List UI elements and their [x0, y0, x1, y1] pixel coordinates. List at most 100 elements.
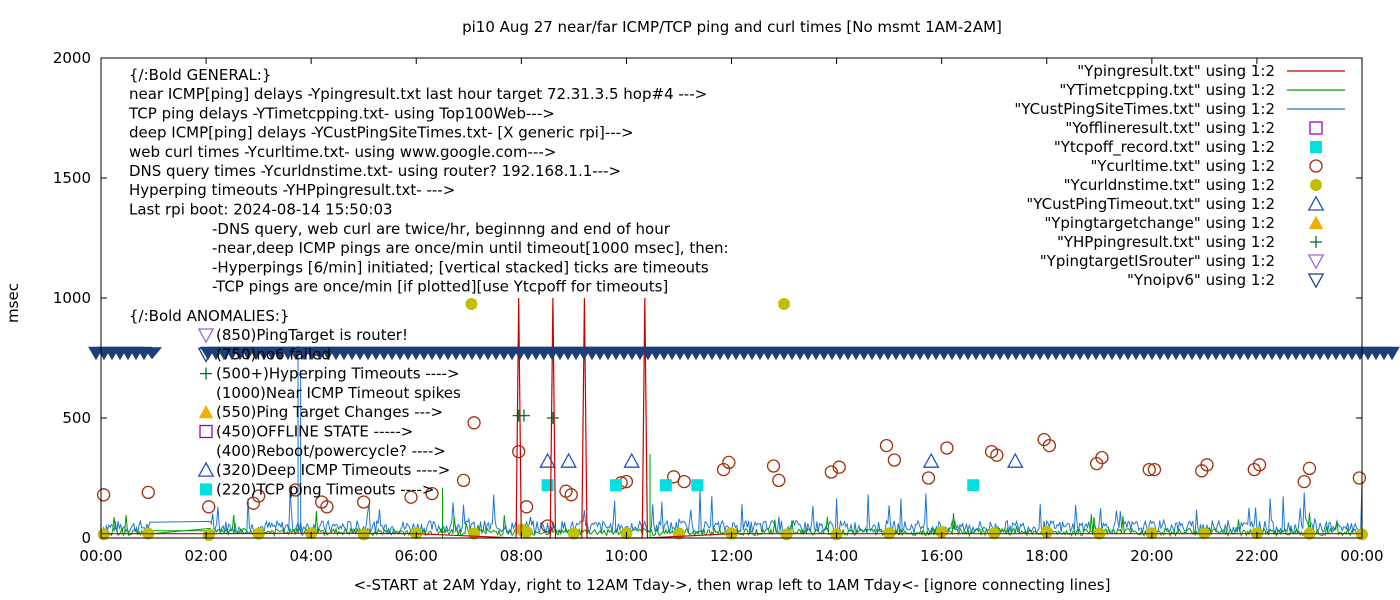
legend-label: "YTimetcpping.txt" using 1:2 — [1059, 81, 1275, 99]
general-note: near ICMP[ping] delays -Ypingresult.txt … — [129, 85, 707, 103]
data-point-ycurltime — [921, 471, 936, 485]
anomaly-marker — [199, 424, 213, 439]
data-point-ycustpingtimeout — [560, 452, 577, 468]
usage-note: -DNS query, web curl are twice/hr, begin… — [212, 220, 671, 238]
general-note: deep ICMP[ping] delays -YCustPingSiteTim… — [129, 124, 634, 142]
x-tick-label: 18:00 — [1025, 547, 1068, 565]
data-point-ycurltime — [1147, 462, 1162, 477]
y-axis-label: msec — [4, 283, 22, 323]
x-tick-label: 12:00 — [710, 547, 753, 565]
data-point-ycurltime — [824, 465, 838, 479]
general-note: Last rpi boot: 2024-08-14 15:50:03 — [129, 200, 393, 218]
legend-label: "Ytcpoff_record.txt" using 1:2 — [1054, 138, 1275, 157]
general-note: Hyperping timeouts -YHPpingresult.txt- -… — [129, 181, 455, 199]
data-point-ycurltime — [467, 416, 481, 430]
legend-label: "Yofflineresult.txt" using 1:2 — [1065, 119, 1275, 137]
usage-note: -Hyperpings [6/min] initiated; [vertical… — [212, 258, 709, 276]
anomaly-note: (550)Ping Target Changes ---> — [216, 403, 443, 421]
data-point-ycurltime — [1095, 450, 1109, 465]
anomaly-note: (500+)Hyperping Timeouts ----> — [216, 365, 460, 383]
data-point-ycurltime — [456, 473, 471, 488]
x-tick-label: 20:00 — [1130, 547, 1173, 565]
data-point-ycurltime — [425, 486, 439, 501]
general-note: DNS query times -Ycurldnstime.txt- using… — [129, 162, 621, 180]
legend-swatch — [1310, 179, 1322, 191]
data-point-ycurltime — [1247, 462, 1261, 477]
data-point-ycurltime — [940, 441, 954, 455]
y-tick-label: 500 — [62, 409, 91, 427]
y-tick-label: 1000 — [53, 289, 91, 307]
data-point-ycurltime — [1200, 458, 1214, 472]
anomaly-marker — [198, 405, 214, 419]
data-point-ycurltime — [540, 519, 555, 533]
data-point-ycurltime — [677, 474, 691, 489]
legend-swatch — [1308, 215, 1324, 229]
data-point-ycurldnstime — [465, 298, 478, 310]
anomaly-marker — [200, 483, 212, 496]
noipv6-marker — [200, 347, 215, 360]
x-tick-label: 08:00 — [500, 547, 543, 565]
data-point-ycurltime — [202, 500, 216, 514]
data-point-ycurltime — [1352, 471, 1367, 485]
legend-swatch — [1309, 159, 1323, 173]
data-point-ycurltime — [320, 500, 334, 514]
x-tick-label: 00:00 — [79, 547, 122, 565]
data-point-ycurldnstime — [202, 529, 215, 542]
data-point-ycurltime — [357, 495, 371, 509]
y-tick-label: 1500 — [53, 169, 91, 187]
data-point-ycurltime — [1302, 461, 1317, 476]
data-point-ycurltime — [519, 500, 534, 514]
data-point-ycurltime — [1252, 458, 1267, 472]
data-point-ycurltime — [96, 488, 111, 502]
noipv6-marker — [143, 347, 162, 360]
anomaly-note: (450)OFFLINE STATE -----> — [216, 423, 413, 441]
legend-label: "Ycurltime.txt" using 1:2 — [1090, 157, 1275, 175]
data-point-ycurldnstime — [520, 526, 533, 538]
anomalies-heading: {/:Bold ANOMALIES:} — [129, 307, 289, 325]
legend-label: "YCustPingSiteTimes.txt" using 1:2 — [1014, 100, 1275, 118]
general-note: {/:Bold GENERAL:} — [129, 66, 271, 84]
legend-label: "YCustPingTimeout.txt" using 1:2 — [1026, 195, 1275, 213]
anomaly-marker — [197, 461, 215, 477]
data-point-ycustpingtimeout — [922, 452, 940, 468]
data-point-ytcpoff_record — [609, 479, 622, 492]
legend-swatch — [1310, 141, 1322, 153]
data-point-ycustpingtimeout — [623, 452, 640, 468]
data-point-ycurldnstime — [97, 528, 110, 541]
legend-label: "YHPpingresult.txt" using 1:2 — [1057, 233, 1275, 251]
data-point-ycurldnstime — [780, 528, 793, 541]
anomaly-note: (320)Deep ICMP Timeouts ----> — [216, 461, 450, 479]
data-point-ycurldnstime — [778, 298, 791, 310]
data-point-ycurltime — [879, 438, 894, 453]
data-point-ycurltime — [141, 485, 155, 500]
legend-label: "Ypingtargetchange" using 1:2 — [1044, 214, 1275, 232]
legend-label: "Ynoipv6" using 1:2 — [1127, 271, 1275, 289]
anomaly-marker — [197, 328, 215, 344]
anomaly-note: (750)no6 failed — [216, 345, 331, 363]
data-point-ycurltime — [288, 483, 303, 497]
chart-title: pi10 Aug 27 near/far ICMP/TCP ping and c… — [462, 18, 1002, 36]
legend-swatch — [1307, 254, 1325, 270]
legend: "Ypingresult.txt" using 1:2"YTimetcpping… — [1014, 62, 1345, 289]
x-tick-label: 06:00 — [395, 547, 438, 565]
data-point-ycurltime — [722, 455, 736, 470]
data-point-ycurldnstime — [567, 527, 580, 540]
data-point-ycurltime — [990, 448, 1004, 462]
annotation-text-block: {/:Bold GENERAL:}near ICMP[ping] delays … — [128, 66, 729, 498]
data-point-ycurltime — [772, 473, 786, 488]
data-point-ytcpoff_record — [659, 479, 672, 492]
data-point-ycurltime — [1142, 462, 1156, 477]
data-point-ycurltime — [1297, 474, 1311, 489]
data-point-ycustpingtimeout — [1006, 452, 1024, 468]
data-point-ycurldnstime — [357, 528, 370, 541]
data-point-ycurltime — [766, 459, 781, 473]
legend-label: "Ycurldnstime.txt" using 1:2 — [1064, 176, 1275, 194]
axes-ticks: 00:00 02:00 04:00 06:00 08:00 10:00 12:00 14:00… — [53, 49, 1384, 565]
anomaly-note: (220)TCP ping Timeouts ----> — [216, 480, 434, 498]
usage-note: -TCP pings are once/min [if plotted][use… — [212, 278, 668, 296]
x-tick-label: 02:00 — [184, 547, 227, 565]
noipv6-marker — [1384, 346, 1400, 361]
x-tick-label: 00:00 — [1340, 547, 1383, 565]
usage-note: -near,deep ICMP pings are once/min until… — [212, 239, 729, 257]
